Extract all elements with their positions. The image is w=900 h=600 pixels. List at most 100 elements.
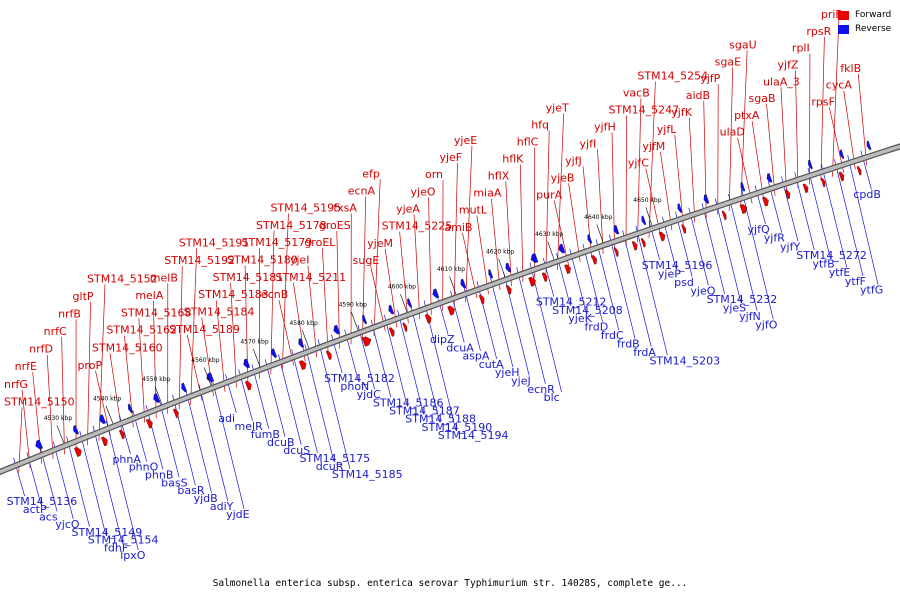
- forward-gene: [802, 183, 809, 194]
- tick-label: 4650 kbp: [633, 197, 661, 204]
- scale-tick: [645, 207, 653, 226]
- gene-label: nrfD: [29, 343, 53, 356]
- connector-line: [545, 130, 550, 274]
- gene-label: STM14_5188: [405, 413, 476, 426]
- tick-label: 4630 kbp: [535, 231, 563, 238]
- forward-gene: [591, 255, 597, 265]
- gene-label: ecnR: [527, 383, 555, 396]
- gene-label: STM14_5208: [552, 304, 623, 317]
- gene-label: basR: [177, 484, 204, 497]
- connector-line: [293, 282, 306, 362]
- reverse-gene: [271, 348, 278, 358]
- forward-gene: [119, 429, 125, 440]
- gene-label: frdD: [585, 321, 609, 334]
- gene-label: yjfY: [780, 240, 800, 253]
- connector-line: [847, 154, 879, 285]
- gene-label: STM14_5152: [87, 272, 158, 285]
- gene-label: frdA: [633, 346, 656, 359]
- gene-label: STM14_5194: [438, 429, 509, 442]
- connector-line: [281, 213, 289, 370]
- gene-label: STM14_5180: [227, 253, 298, 266]
- connector-line: [98, 284, 106, 441]
- connector-line: [264, 359, 286, 437]
- gene-label: dcuS: [283, 444, 310, 457]
- gene-label: sgaB: [749, 92, 776, 105]
- gene-label: yjeI: [290, 254, 310, 267]
- gene-label: ytfG: [860, 284, 883, 297]
- forward-gene: [402, 322, 408, 332]
- forward-gene: [820, 177, 826, 188]
- gene-label: yjeF: [439, 151, 462, 164]
- scale-tick: [105, 405, 114, 424]
- gene-label: yjeH: [495, 366, 520, 379]
- gene-label: STM14_5187: [389, 404, 460, 417]
- forward-gene: [631, 241, 638, 251]
- connector-line: [728, 194, 758, 311]
- gene-label: STM14_5272: [796, 249, 867, 262]
- connector-line: [307, 265, 318, 358]
- gene-label: mutL: [459, 204, 488, 217]
- gene-label: fklB: [840, 62, 861, 75]
- gene-label: yjeP: [658, 267, 681, 280]
- forward-gene: [613, 247, 619, 257]
- reverse-gene: [432, 288, 440, 299]
- forward-gene: [541, 272, 548, 282]
- reverse-gene: [153, 393, 161, 403]
- connector-line: [397, 310, 424, 414]
- gene-label: yjeS: [723, 301, 746, 314]
- connector-line: [714, 198, 742, 303]
- gene-label: sugE: [353, 254, 380, 267]
- legend-forward-label: Forward: [855, 10, 892, 20]
- forward-gene: [478, 294, 485, 305]
- reverse-gene: [558, 243, 566, 254]
- connector-line: [52, 441, 74, 520]
- connector-line: [701, 203, 725, 294]
- gene-label: yjcO: [55, 518, 80, 531]
- connector-line: [820, 36, 825, 181]
- connector-line: [828, 107, 845, 174]
- gene-label: ytfE: [829, 266, 851, 279]
- connector-line: [399, 231, 409, 324]
- connector-line: [413, 214, 421, 320]
- connector-line: [304, 344, 335, 461]
- connector-line: [857, 73, 868, 166]
- gene-label: actP: [23, 503, 47, 516]
- connector-line: [832, 20, 840, 177]
- connector-line: [211, 379, 245, 509]
- gene-label: purA: [536, 188, 562, 201]
- gene-label: dcuA: [446, 341, 474, 354]
- gene-label: yjfH: [594, 120, 616, 133]
- gene-label: ecnA: [348, 184, 376, 197]
- reverse-gene: [407, 298, 413, 308]
- connector-line: [637, 98, 642, 243]
- forward-gene: [739, 204, 748, 214]
- gene-label: yjeE: [454, 134, 477, 147]
- forward-gene: [101, 436, 108, 447]
- reverse-gene: [530, 253, 539, 264]
- tick-label: 4610 kbp: [437, 266, 465, 273]
- connector-line: [138, 318, 146, 423]
- connector-line: [87, 301, 91, 446]
- connector-line: [428, 197, 432, 315]
- connector-line: [597, 149, 604, 254]
- forward-gene: [856, 166, 862, 176]
- gene-label: STM14_5247: [608, 103, 679, 116]
- forward-gene: [658, 231, 666, 242]
- connector-line: [278, 300, 295, 366]
- gene-label: STM14_5183: [198, 288, 269, 301]
- connector-line: [820, 163, 848, 268]
- gene-label: STM14_5232: [707, 293, 778, 306]
- connector-line: [553, 200, 570, 266]
- gene-label: phoN: [340, 380, 369, 393]
- gene-label: melB: [150, 271, 178, 284]
- forward-gene: [721, 210, 727, 221]
- gene-label: yjeB: [551, 171, 575, 184]
- tick-label: 4600 kbp: [388, 284, 416, 291]
- gene-label: hflX: [488, 170, 510, 183]
- connector-line: [609, 234, 636, 339]
- gene-label: cycA: [826, 79, 853, 92]
- connector-line: [595, 239, 620, 331]
- connector-line: [336, 230, 340, 349]
- forward-gene: [528, 276, 536, 287]
- forward-gene: [325, 350, 332, 360]
